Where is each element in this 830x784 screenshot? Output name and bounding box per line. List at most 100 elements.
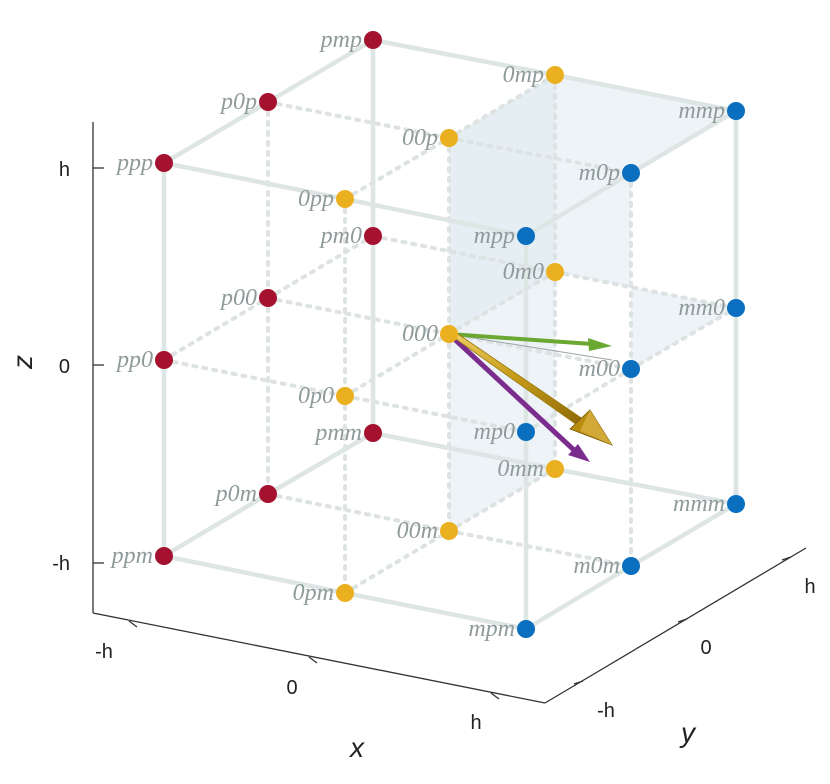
node-mmm: mmm: [673, 491, 745, 517]
lattice-line: [447, 467, 557, 533]
cube-edge: [265, 430, 376, 497]
node-00m: 00m: [397, 518, 458, 544]
z-tick-label-top: h: [59, 159, 70, 181]
node-dot: [546, 263, 564, 281]
inner-lattice-lines: [162, 73, 738, 595]
node-label: mm0: [678, 295, 725, 321]
cube-edge: [628, 501, 739, 569]
lattice-line: [553, 270, 738, 310]
node-dot: [727, 495, 745, 513]
cube-edge: [552, 466, 739, 507]
gold-arrow-head-highlight: [580, 410, 612, 445]
node-0pm: 0pm: [293, 580, 354, 606]
node-dot: [517, 227, 535, 245]
node-label: mpp: [474, 223, 515, 249]
node-label: 0pm: [293, 580, 334, 606]
purple-arrow-shaft: [447, 332, 577, 453]
node-dot: [440, 129, 458, 147]
y-axis-title: y: [679, 717, 697, 748]
x-tick-label-mid: 0: [286, 677, 297, 699]
node-label: mmp: [678, 98, 725, 124]
node-dot: [259, 93, 277, 111]
node-label: 000: [402, 321, 438, 347]
node-ppp: ppp: [115, 150, 173, 176]
axis-titles: x y z: [7, 355, 697, 763]
cube-edge: [523, 170, 634, 239]
node-0p0: 0p0: [298, 383, 354, 409]
lattice-line: [447, 136, 633, 175]
x-tick-label-left: -h: [95, 641, 113, 663]
node-dot: [336, 190, 354, 208]
node-dot: [517, 423, 535, 441]
lattice-line: [266, 492, 451, 533]
node-label: pp0: [115, 347, 153, 373]
x-tick-label-right: h: [470, 712, 481, 734]
node-label: 00p: [402, 125, 438, 151]
node-m00: m00: [579, 356, 640, 382]
cube-edges: [161, 37, 739, 632]
lattice-line: [447, 73, 557, 140]
node-pmm: pmm: [313, 420, 382, 446]
y-tick-label-mid: 0: [700, 637, 711, 659]
y-tick-label-right: h: [804, 576, 815, 598]
node-dot: [546, 66, 564, 84]
node-dot: [517, 620, 535, 638]
cube-edge: [161, 99, 271, 166]
node-dot: [622, 164, 640, 182]
x-axis-line: [92, 612, 546, 704]
node-label: m00: [579, 356, 620, 382]
node-label: pmp: [319, 27, 362, 53]
cube-edge: [552, 72, 739, 114]
node-dot: [622, 360, 640, 378]
node-00p: 00p: [402, 125, 458, 151]
node-label: 00m: [397, 518, 438, 544]
node-dot: [364, 31, 382, 49]
node-label: 0m0: [503, 259, 544, 285]
node-dot: [155, 351, 173, 369]
node-dot: [727, 299, 745, 317]
node-dot: [259, 289, 277, 307]
node-dot: [440, 325, 458, 343]
node-dot: [364, 227, 382, 245]
y-tick: [573, 680, 584, 685]
node-label: 0p0: [298, 383, 334, 409]
lattice-line: [447, 332, 633, 371]
node-dot: [336, 387, 354, 405]
lattice-line: [266, 100, 451, 140]
node-label: ppp: [115, 150, 153, 176]
x-axis-title: x: [348, 732, 365, 763]
node-dot: [546, 460, 564, 478]
tick-labels: h 0 -h -h 0 h -h 0 h: [52, 159, 815, 734]
node-000: 000: [402, 321, 458, 347]
purple-arrow-head: [568, 444, 590, 462]
z-tick-label-bottom: -h: [52, 553, 70, 575]
node-label: p0m: [214, 481, 257, 507]
node-mp0: mp0: [474, 419, 535, 445]
node-dot: [364, 424, 382, 442]
vector-arrows: [445, 329, 613, 462]
node-mm0: mm0: [678, 295, 745, 321]
axes-frame: [92, 122, 807, 704]
lattice-line: [266, 296, 451, 336]
node-label: p00: [219, 285, 257, 311]
lattice-line: [343, 529, 451, 595]
lattice-line: [629, 306, 738, 371]
green-arrow-shaft: [448, 332, 593, 346]
node-m0m: m0m: [573, 553, 640, 579]
node-ppm: ppm: [110, 543, 173, 569]
node-mpp: mpp: [474, 223, 535, 249]
node-label: mmm: [673, 491, 725, 517]
node-label: 0mp: [503, 62, 544, 88]
y-tick-label-left: -h: [597, 700, 615, 722]
cube-edge: [161, 491, 271, 559]
node-label: pm0: [319, 223, 362, 249]
node-p00: p00: [219, 285, 277, 311]
lattice-line: [343, 332, 451, 398]
lattice-line: [162, 296, 270, 362]
node-label: m0m: [573, 553, 620, 579]
guide-line: [448, 333, 613, 361]
node-dot: [259, 485, 277, 503]
node-m0p: m0p: [579, 160, 640, 186]
node-0pp: 0pp: [298, 186, 354, 212]
z-axis-title: z: [7, 355, 38, 370]
